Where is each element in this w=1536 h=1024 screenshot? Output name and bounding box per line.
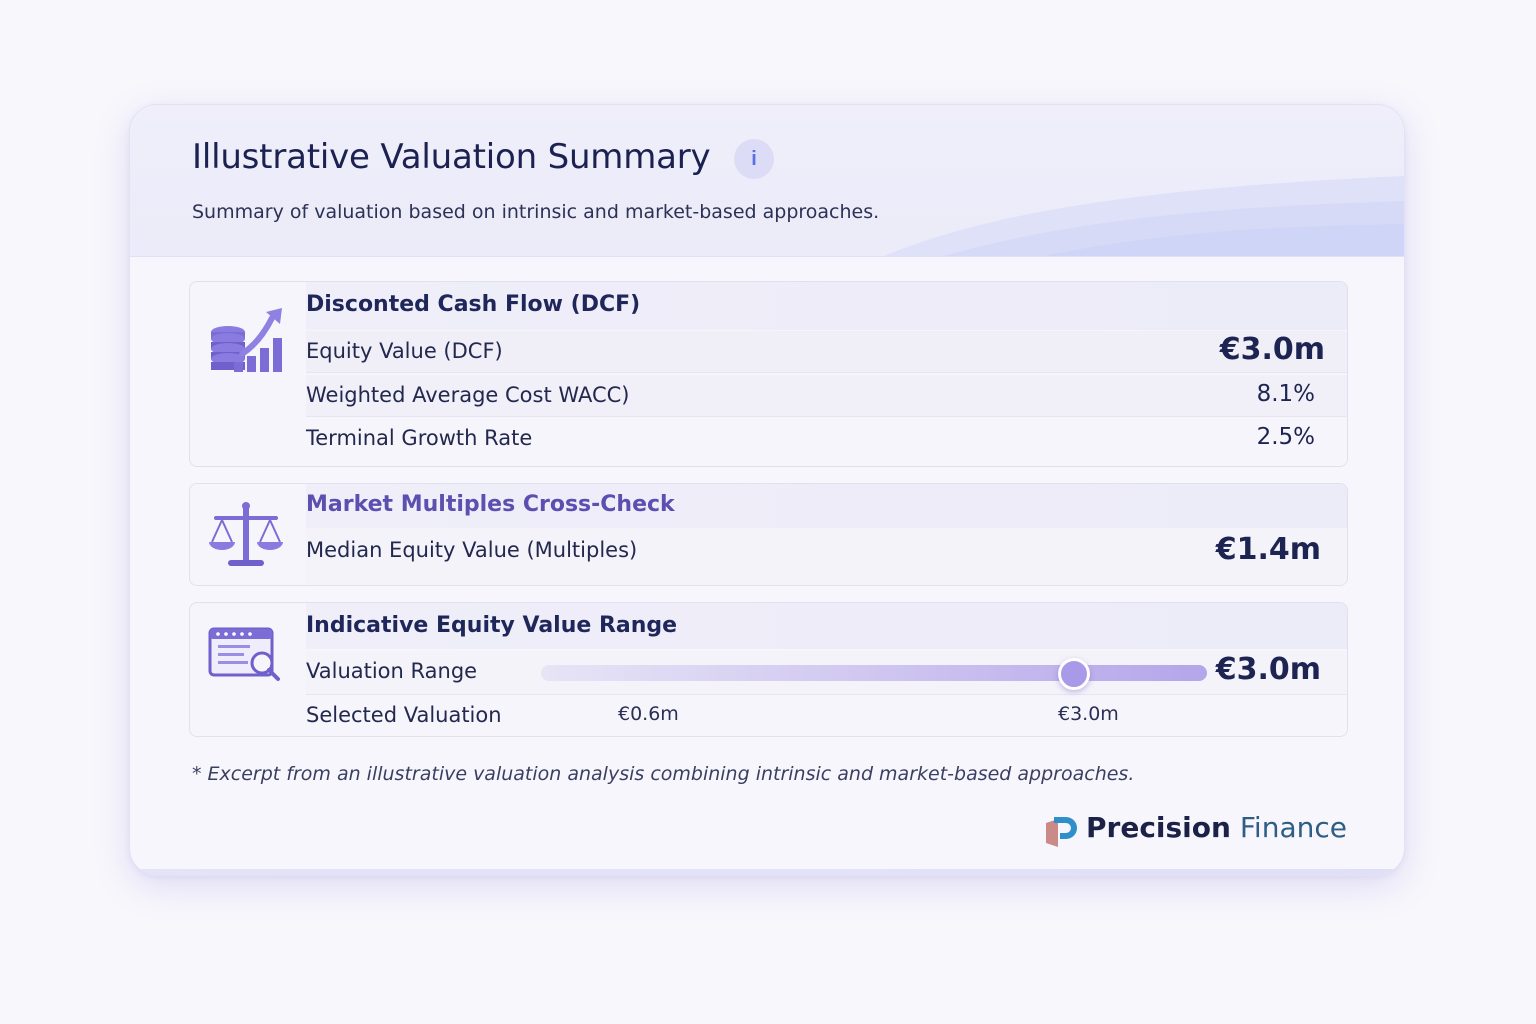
brand-name-primary: Precision — [1086, 811, 1231, 844]
info-icon[interactable]: i — [734, 139, 774, 179]
dcf-section: Disconted Cash Flow (DCF) Equity Value (… — [189, 281, 1348, 467]
row-label: Valuation Range — [306, 659, 478, 683]
row-value: 2.5% — [1256, 424, 1315, 450]
table-row: Terminal Growth Rate 2.5% — [306, 418, 1347, 460]
row-value: €3.0m — [1219, 332, 1325, 367]
range-value: €3.0m — [1215, 652, 1321, 687]
row-value: 8.1% — [1256, 381, 1315, 407]
row-label: Weighted Average Cost WACC) — [306, 383, 630, 407]
range-section-title: Indicative Equity Value Range — [306, 603, 1347, 649]
header-wave-decoration — [884, 176, 1404, 256]
table-row: Median Equity Value (Multiples) €1.4m — [306, 528, 1347, 585]
multiples-section-title: Market Multiples Cross-Check — [306, 484, 1347, 528]
row-label: Median Equity Value (Multiples) — [306, 538, 638, 562]
brand-logo: Precision Finance — [1044, 809, 1354, 849]
range-high-label: €3.0m — [1058, 703, 1119, 725]
valuation-range-row: Valuation Range €3.0m — [306, 651, 1347, 695]
coins-growth-chart-icon — [211, 308, 282, 372]
brand-name-secondary: Finance — [1239, 811, 1347, 844]
page-subtitle: Summary of valuation based on intrinsic … — [192, 201, 880, 223]
row-label: Equity Value (DCF) — [306, 339, 503, 363]
row-label: Selected Valuation — [306, 703, 502, 727]
table-row: Equity Value (DCF) €3.0m — [306, 331, 1347, 373]
footnote: * Excerpt from an illustrative valuation… — [192, 763, 1135, 785]
row-label: Terminal Growth Rate — [306, 426, 533, 450]
balance-scale-icon — [209, 502, 283, 566]
selected-valuation-row: Selected Valuation €0.6m €3.0m — [306, 695, 1347, 736]
range-low-label: €0.6m — [618, 703, 679, 725]
document-search-icon — [208, 627, 280, 681]
row-value: €1.4m — [1215, 532, 1321, 567]
dcf-section-title: Disconted Cash Flow (DCF) — [306, 282, 1347, 330]
table-row: Weighted Average Cost WACC) 8.1% — [306, 375, 1347, 417]
multiples-section: Market Multiples Cross-Check Median Equi… — [189, 483, 1348, 586]
slider-thumb[interactable] — [1057, 658, 1090, 690]
valuation-range-slider[interactable] — [541, 665, 1207, 681]
card-header: Illustrative Valuation Summary i Summary… — [130, 105, 1404, 257]
range-section: Indicative Equity Value Range Valuation … — [189, 602, 1348, 737]
valuation-summary-card: Illustrative Valuation Summary i Summary… — [129, 104, 1405, 876]
precision-logo-icon — [1046, 817, 1077, 847]
page-title: Illustrative Valuation Summary — [192, 137, 711, 177]
